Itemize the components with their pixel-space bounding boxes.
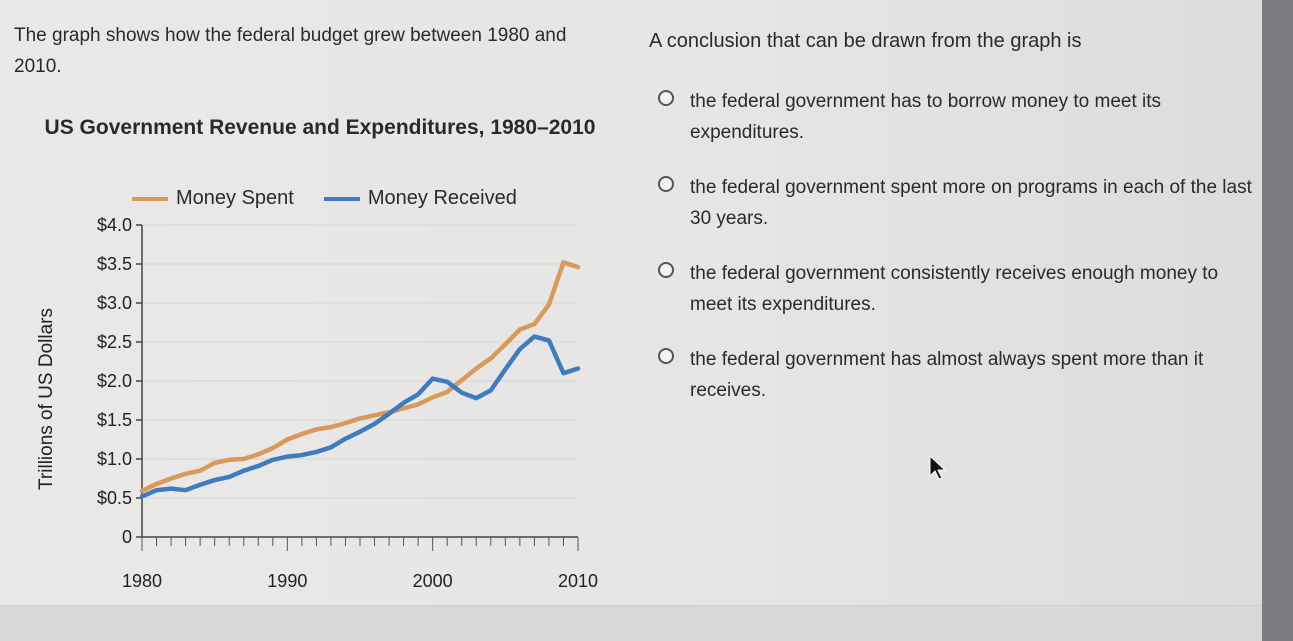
radio-button[interactable] [658, 348, 674, 364]
legend-label-received: Money Received [367, 187, 517, 209]
option-label: the federal government spent more on pro… [690, 177, 1252, 229]
mouse-cursor-icon [929, 454, 947, 480]
y-tick-label: 0 [122, 527, 132, 547]
option-1[interactable]: the federal government has to borrow mon… [658, 86, 1258, 148]
option-2[interactable]: the federal government spent more on pro… [658, 172, 1258, 234]
legend-swatch-received [323, 196, 360, 201]
x-tick-label: 1990 [267, 571, 307, 591]
x-tick-label: 2000 [413, 571, 453, 591]
y-tick-label: $1.0 [97, 449, 132, 469]
question-panel: The graph shows how the federal budget g… [0, 0, 1262, 641]
chart-title: US Government Revenue and Expenditures, … [44, 116, 596, 139]
answer-options: the federal government has to borrow mon… [658, 86, 1258, 430]
y-tick-label: $1.5 [97, 410, 132, 430]
stimulus: The graph shows how the federal budget g… [14, 20, 614, 82]
question-text: A conclusion that can be drawn from the … [649, 30, 1082, 52]
option-label: the federal government consistently rece… [690, 263, 1219, 315]
y-axis-label: Trillions of US Dollars [36, 308, 57, 490]
y-tick-label: $0.5 [97, 488, 132, 508]
radio-button[interactable] [658, 90, 674, 106]
y-tick-label: $2.0 [97, 371, 132, 391]
option-label: the federal government has almost always… [690, 349, 1204, 401]
radio-button[interactable] [658, 176, 674, 192]
series-line-money-received [139, 334, 581, 499]
legend-swatch-spent [132, 196, 168, 201]
x-tick-label: 2010 [558, 571, 598, 591]
legend-label-spent: Money Spent [176, 187, 294, 209]
legend-item-received: Money Received [323, 187, 517, 210]
radio-button[interactable] [658, 262, 674, 278]
x-tick-label: 1980 [122, 571, 162, 591]
legend-item-spent: Money Spent [132, 187, 294, 210]
prompt-text: The graph shows how the federal budget g… [14, 25, 567, 77]
line-chart: 0 $0.5 $1.0 $1.5 $2.0 $2.5 $3.0 $3.5 $4.0 1980 199… [36, 215, 598, 591]
y-tick-label: $3.5 [97, 254, 132, 274]
chart-legend: Money Spent Money Received [132, 187, 547, 210]
option-4[interactable]: the federal government has almost always… [658, 344, 1258, 406]
footer-bar [0, 605, 1262, 641]
series-line-money-spent [139, 260, 581, 494]
y-tick-label: $3.0 [97, 293, 132, 313]
option-label: the federal government has to borrow mon… [690, 91, 1162, 143]
option-3[interactable]: the federal government consistently rece… [658, 258, 1258, 320]
y-tick-label: $4.0 [97, 215, 132, 235]
y-tick-label: $2.5 [97, 332, 132, 352]
